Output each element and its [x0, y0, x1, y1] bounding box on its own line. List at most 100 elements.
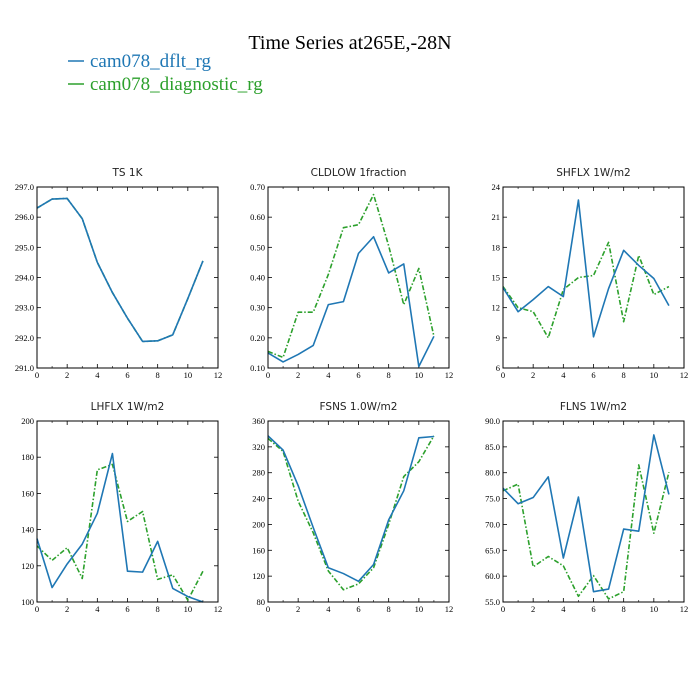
series-line-diagnostic	[502, 464, 670, 600]
y-tick-label: 293.0	[15, 303, 34, 313]
x-tick-label: 6	[125, 604, 129, 614]
x-tick-label: 2	[531, 604, 535, 614]
y-tick-label: 200	[21, 416, 34, 426]
x-tick-label: 10	[650, 604, 659, 614]
y-tick-label: 280	[252, 468, 265, 478]
series-line-diagnostic	[36, 463, 204, 601]
series-line-diagnostic	[502, 241, 670, 339]
y-tick-label: 15	[492, 273, 501, 283]
x-tick-label: 10	[415, 604, 424, 614]
y-tick-label: 294.0	[15, 273, 34, 283]
panel-title: CLDLOW 1fraction	[311, 167, 407, 179]
panel-title: FSNS 1.0W/m2	[320, 401, 398, 413]
panel-title: FLNS 1W/m2	[560, 401, 627, 413]
y-tick-label: 65.0	[485, 545, 500, 555]
x-tick-label: 6	[356, 604, 360, 614]
y-tick-label: 140	[21, 525, 34, 535]
y-tick-label: 100	[21, 597, 34, 607]
y-tick-label: 6	[496, 363, 500, 373]
plot-frame	[502, 186, 685, 369]
x-tick-label: 8	[156, 604, 160, 614]
panel-title: TS 1K	[112, 167, 144, 179]
y-tick-label: 60.0	[485, 571, 500, 581]
plot-frame	[267, 420, 450, 603]
x-tick-label: 6	[591, 604, 595, 614]
y-tick-label: 360	[252, 416, 265, 426]
x-tick-label: 0	[266, 604, 270, 614]
x-tick-label: 2	[296, 604, 300, 614]
y-tick-label: 80.0	[485, 468, 500, 478]
series-line-dflt	[36, 197, 204, 343]
series-line-dflt	[502, 434, 670, 593]
x-tick-label: 6	[591, 370, 595, 380]
x-tick-label: 12	[680, 604, 689, 614]
x-tick-label: 2	[65, 370, 69, 380]
y-tick-label: 295.0	[15, 242, 34, 252]
x-tick-label: 6	[125, 370, 129, 380]
x-tick-label: 2	[531, 370, 535, 380]
legend-label-dflt: cam078_dflt_rg	[90, 51, 212, 72]
y-tick-label: 55.0	[485, 597, 500, 607]
series-line-diagnostic	[267, 193, 435, 359]
y-tick-label: 0.40	[250, 273, 265, 283]
series-line-diagnostic	[267, 435, 435, 591]
y-tick-label: 85.0	[485, 442, 500, 452]
legend-label-diagnostic: cam078_diagnostic_rg	[90, 74, 263, 95]
x-tick-label: 8	[156, 370, 160, 380]
y-tick-label: 320	[252, 442, 265, 452]
x-tick-label: 4	[561, 370, 566, 380]
series-line-dflt	[267, 235, 435, 368]
x-tick-label: 4	[326, 604, 331, 614]
x-tick-label: 2	[296, 370, 300, 380]
x-tick-label: 8	[622, 370, 626, 380]
x-tick-label: 0	[501, 604, 505, 614]
panels: TS 1K 291.0 292.0 293.0 294.0 295.0 296.0 297.0…	[15, 167, 688, 614]
plot-frame	[267, 186, 450, 369]
y-tick-label: 160	[21, 488, 34, 498]
x-tick-label: 0	[266, 370, 270, 380]
series-line-dflt	[36, 452, 204, 603]
panel-5: FLNS 1W/m2 55.0 60.0 65.0 70.0 75.0 80.0 85.0 90…	[485, 401, 688, 614]
y-tick-label: 9	[496, 333, 500, 343]
x-tick-label: 12	[680, 370, 689, 380]
x-tick-label: 10	[184, 370, 193, 380]
series-line-diagnostic	[36, 197, 204, 343]
x-tick-label: 8	[387, 604, 391, 614]
y-tick-label: 0.20	[250, 333, 265, 343]
y-tick-label: 12	[492, 303, 501, 313]
y-tick-label: 90.0	[485, 416, 500, 426]
y-tick-label: 120	[252, 571, 265, 581]
x-tick-label: 0	[35, 604, 39, 614]
panel-3: LHFLX 1W/m2 100 120 140 160 180 200 0 2 4 6 8 10 12	[21, 401, 222, 614]
panel-1: CLDLOW 1fraction 0.10 0.20 0.30 0.40 0.50 0.60…	[250, 167, 453, 380]
y-tick-label: 291.0	[15, 363, 34, 373]
panel-title: SHFLX 1W/m2	[556, 167, 631, 179]
y-tick-label: 0.50	[250, 242, 265, 252]
plot-frame	[502, 420, 685, 603]
legend: cam078_dflt_rg cam078_diagnostic_rg	[68, 51, 263, 95]
x-tick-label: 2	[65, 604, 69, 614]
x-tick-label: 4	[561, 604, 566, 614]
y-tick-label: 80	[257, 597, 266, 607]
x-tick-label: 10	[415, 370, 424, 380]
plot-frame	[36, 420, 219, 603]
x-tick-label: 10	[184, 604, 193, 614]
y-tick-label: 0.10	[250, 363, 265, 373]
y-tick-label: 18	[492, 242, 501, 252]
y-tick-label: 24	[492, 182, 501, 192]
y-tick-label: 160	[252, 545, 265, 555]
panel-4: FSNS 1.0W/m2 80 120 160 200 240 280 320 360 0 2 4 6 8…	[252, 401, 453, 614]
y-tick-label: 120	[21, 561, 34, 571]
x-tick-label: 10	[650, 370, 659, 380]
y-tick-label: 240	[252, 494, 265, 504]
x-tick-label: 6	[356, 370, 360, 380]
y-tick-label: 75.0	[485, 494, 500, 504]
x-tick-label: 4	[95, 604, 100, 614]
figure-title: Time Series at265E,-28N	[248, 32, 451, 54]
y-tick-label: 70.0	[485, 519, 500, 529]
x-tick-label: 12	[214, 604, 223, 614]
y-tick-label: 0.70	[250, 182, 265, 192]
x-tick-label: 12	[214, 370, 223, 380]
y-tick-label: 21	[492, 212, 501, 222]
